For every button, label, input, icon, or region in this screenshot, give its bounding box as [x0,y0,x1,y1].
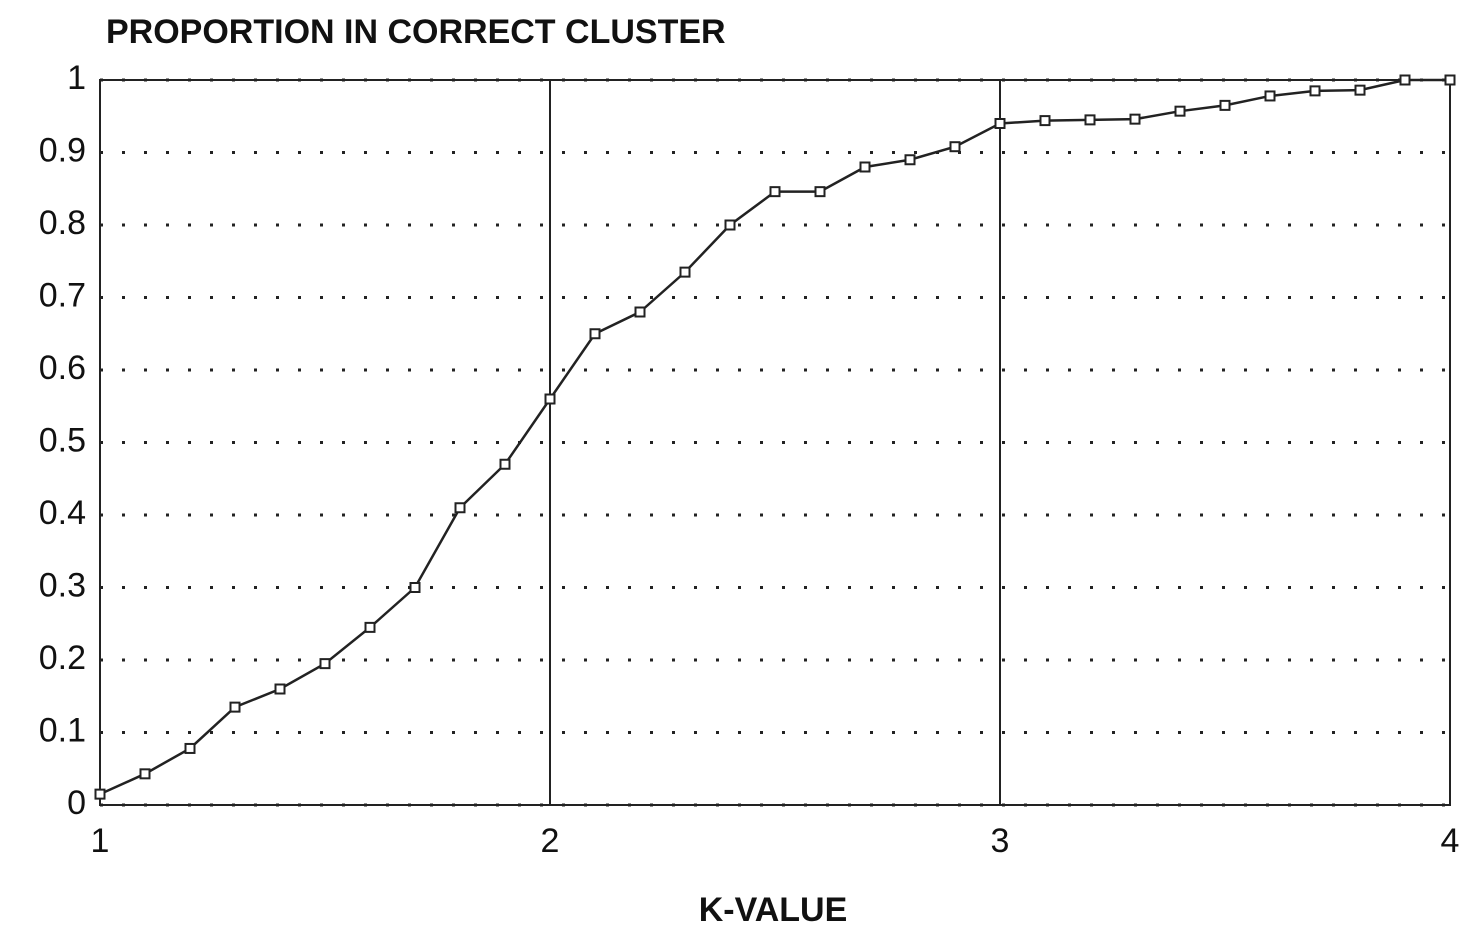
data-point [409,582,421,593]
y-tick-label: 0.6 [39,349,86,387]
x-tick-label: 4 [1441,822,1460,860]
y-tick-label: 0 [67,784,86,822]
data-point [454,502,466,514]
data-point [274,683,286,695]
data-point [769,186,781,198]
data-point [1219,99,1231,111]
data-point [1354,84,1366,96]
data-point [1129,113,1141,125]
y-tick-label: 0.8 [39,204,86,242]
y-tick-label: 0.4 [39,494,86,532]
data-point [1039,115,1051,127]
y-tick-label: 0.7 [39,276,86,314]
data-point [1444,74,1456,86]
y-tick-label: 0.5 [39,421,86,459]
data-point [319,658,331,670]
x-tick-label: 3 [991,822,1010,860]
y-tick-label: 0.9 [39,131,86,169]
chart-title: PROPORTION IN CORRECT CLUSTER [106,13,726,51]
plot-frame [99,79,1451,806]
data-point [949,141,961,153]
data-point [679,266,691,278]
data-point [589,328,601,340]
data-point [1264,90,1276,102]
data-point [1399,74,1411,86]
y-tick-label: 0.1 [39,711,86,749]
x-tick-label: 2 [541,822,560,860]
data-point [994,118,1006,129]
y-tick-label: 0.3 [39,566,86,604]
data-point [1174,105,1186,117]
data-point [544,393,556,405]
data-point [1309,85,1321,97]
y-tick-label: 0.2 [39,639,86,677]
data-point [499,458,511,470]
data-point [229,701,241,713]
data-point [859,161,871,173]
data-point [94,788,106,800]
x-tick-label: 1 [91,822,110,860]
data-point [184,742,196,754]
y-tick-label: 1 [67,59,86,97]
data-point [364,621,376,633]
data-point [724,219,736,231]
x-axis-label: K-VALUE [699,891,848,929]
data-point [814,186,826,198]
data-point [1084,114,1096,126]
data-point [139,768,151,780]
data-point [634,306,646,318]
data-point [904,154,916,166]
